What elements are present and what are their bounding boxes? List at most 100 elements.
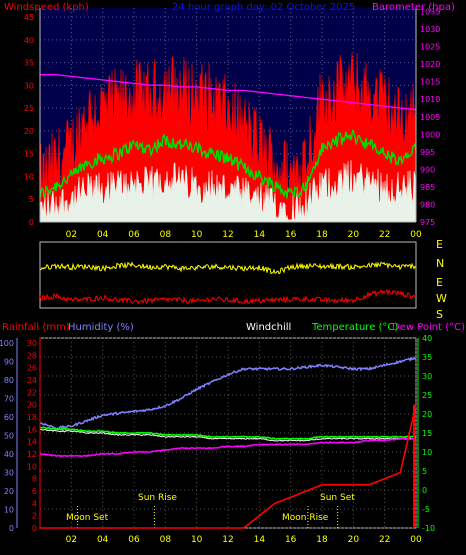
temp-hour-label-9: 20: [348, 535, 360, 545]
wind-tick-label-6: 30: [24, 81, 34, 90]
wind-tick-label-4: 20: [24, 127, 34, 136]
temp-hour-label-1: 04: [97, 535, 109, 545]
barometer-axis-label: Barometer (hpa): [372, 2, 455, 13]
rain-tick-label-4: 8: [32, 475, 37, 484]
barometer-tick-label-8: 1015: [420, 78, 440, 87]
temp-hour-label-5: 12: [222, 535, 233, 545]
windspeed-axis-label: Windspeed (kph): [4, 2, 89, 13]
barometer-tick-label-11: 1030: [420, 25, 440, 34]
temperature-tick-label-5: 15: [422, 429, 432, 438]
wind-tick-label-7: 35: [24, 59, 34, 68]
rain-tick-label-2: 4: [32, 499, 37, 508]
moon-set-label: Moon Set: [66, 513, 109, 523]
direction-label-s: S: [436, 308, 443, 321]
barometer-series: [40, 74, 417, 111]
rain-tick-label-9: 18: [27, 413, 37, 422]
humidity-tick-label-0: 0: [9, 524, 14, 533]
wind-direction-north-series: [40, 261, 417, 275]
rain-tick-label-12: 24: [27, 376, 37, 385]
barometer-tick-label-0: 975: [420, 218, 435, 227]
wind-tick-label-2: 10: [24, 172, 34, 181]
direction-label-e: E: [436, 238, 443, 251]
wind-tick-label-0: 0: [29, 218, 34, 227]
rain-tick-label-15: 30: [27, 339, 37, 348]
temperature-tick-label-8: 30: [422, 372, 432, 381]
temperature-tick-label-4: 10: [422, 448, 432, 457]
dewpoint-axis-label: Dew Point (°C): [392, 322, 465, 333]
wind-axes: 0510152025303540459759809859909951000100…: [24, 8, 441, 240]
humidity-tick-label-5: 50: [4, 432, 14, 441]
wind-hour-label-4: 10: [191, 230, 203, 240]
sun-set-label: Sun Set: [320, 493, 355, 503]
wind-hour-label-8: 18: [316, 230, 328, 240]
wind-hour-label-9: 20: [348, 230, 360, 240]
moon-rise-label: Moon Rise: [282, 513, 329, 523]
rain-tick-label-6: 12: [27, 450, 37, 459]
wind-direction-south-series: [39, 288, 417, 305]
rain-tick-label-5: 10: [27, 462, 37, 471]
wind-tick-label-5: 25: [24, 104, 34, 113]
temp-hour-label-6: 14: [254, 535, 266, 545]
temp-hour-label-0: 02: [66, 535, 77, 545]
rain-tick-label-7: 14: [27, 438, 37, 447]
wind-tick-label-1: 5: [29, 195, 34, 204]
humidity-series: [39, 356, 417, 430]
wind-hour-label-3: 08: [160, 230, 172, 240]
temperature-tick-label-3: 5: [422, 467, 427, 476]
humidity-tick-label-10: 100: [0, 339, 14, 348]
wind-series: [39, 52, 417, 223]
rain-tick-label-11: 22: [27, 388, 37, 397]
wind-hour-label-2: 06: [128, 230, 140, 240]
temperature-axis-label: Temperature (°C): [311, 322, 398, 333]
humidity-tick-label-2: 20: [4, 487, 14, 496]
rain-tick-label-13: 26: [27, 364, 37, 373]
barometer-tick-label-5: 1000: [420, 130, 440, 139]
humidity-tick-label-6: 60: [4, 413, 14, 422]
rain-tick-label-14: 28: [27, 351, 37, 360]
direction-plot-area: [39, 241, 417, 309]
wind-average-series: [39, 129, 417, 199]
barometer-tick-label-2: 985: [420, 183, 435, 192]
wind-tick-label-3: 15: [24, 150, 34, 159]
temperature-tick-label-2: 0: [422, 486, 427, 495]
temperature-axes: 0102030405060708090100024681012141618202…: [0, 334, 435, 545]
wind-hour-label-7: 16: [285, 230, 297, 240]
wind-speed-series: [39, 160, 417, 223]
sun-rise-label: Sun Rise: [138, 493, 177, 503]
wind-barometer-panel: 0510152025303540459759809859909951000100…: [24, 8, 441, 240]
rain-tick-label-8: 16: [27, 425, 37, 434]
temp-hour-label-7: 16: [285, 535, 297, 545]
temperature-humidity-panel: 0102030405060708090100024681012141618202…: [0, 334, 435, 545]
dewpoint-series: [39, 437, 417, 458]
wind-tick-label-8: 40: [24, 36, 34, 45]
barometer-tick-label-7: 1010: [420, 95, 440, 104]
humidity-tick-label-9: 90: [4, 358, 14, 367]
temp-hour-label-4: 10: [191, 535, 203, 545]
wind-direction-panel: [39, 241, 417, 309]
wind-hour-label-1: 04: [97, 230, 109, 240]
temperature-series: [39, 426, 417, 441]
temperature-grid: [40, 337, 417, 529]
wind-hour-label-0: 02: [66, 230, 77, 240]
temperature-tick-label-0: -10: [422, 524, 435, 533]
temperature-tick-label-1: -5: [422, 505, 430, 514]
chart-title: 24 hour graph day: 02 October 2025: [172, 2, 355, 13]
wind-hour-label-11: 00: [410, 230, 422, 240]
temp-hour-label-11: 00: [410, 535, 422, 545]
wind-hour-label-10: 22: [379, 230, 390, 240]
temperature-tick-label-10: 40: [422, 334, 432, 343]
barometer-tick-label-3: 990: [420, 165, 435, 174]
direction-label-w: W: [436, 292, 447, 305]
wind-tick-label-9: 45: [24, 13, 34, 22]
temp-hour-label-8: 18: [316, 535, 328, 545]
temp-hour-label-3: 08: [160, 535, 172, 545]
humidity-tick-label-8: 80: [4, 376, 14, 385]
humidity-tick-label-1: 10: [4, 506, 14, 515]
wind-hour-label-6: 14: [254, 230, 266, 240]
rain-tick-label-3: 6: [32, 487, 37, 496]
rainfall-axis-label: Rainfall (mm): [2, 322, 70, 333]
temperature-series: [39, 356, 417, 529]
windchill-label: Windchill: [246, 322, 291, 333]
temp-hour-label-10: 22: [379, 535, 390, 545]
